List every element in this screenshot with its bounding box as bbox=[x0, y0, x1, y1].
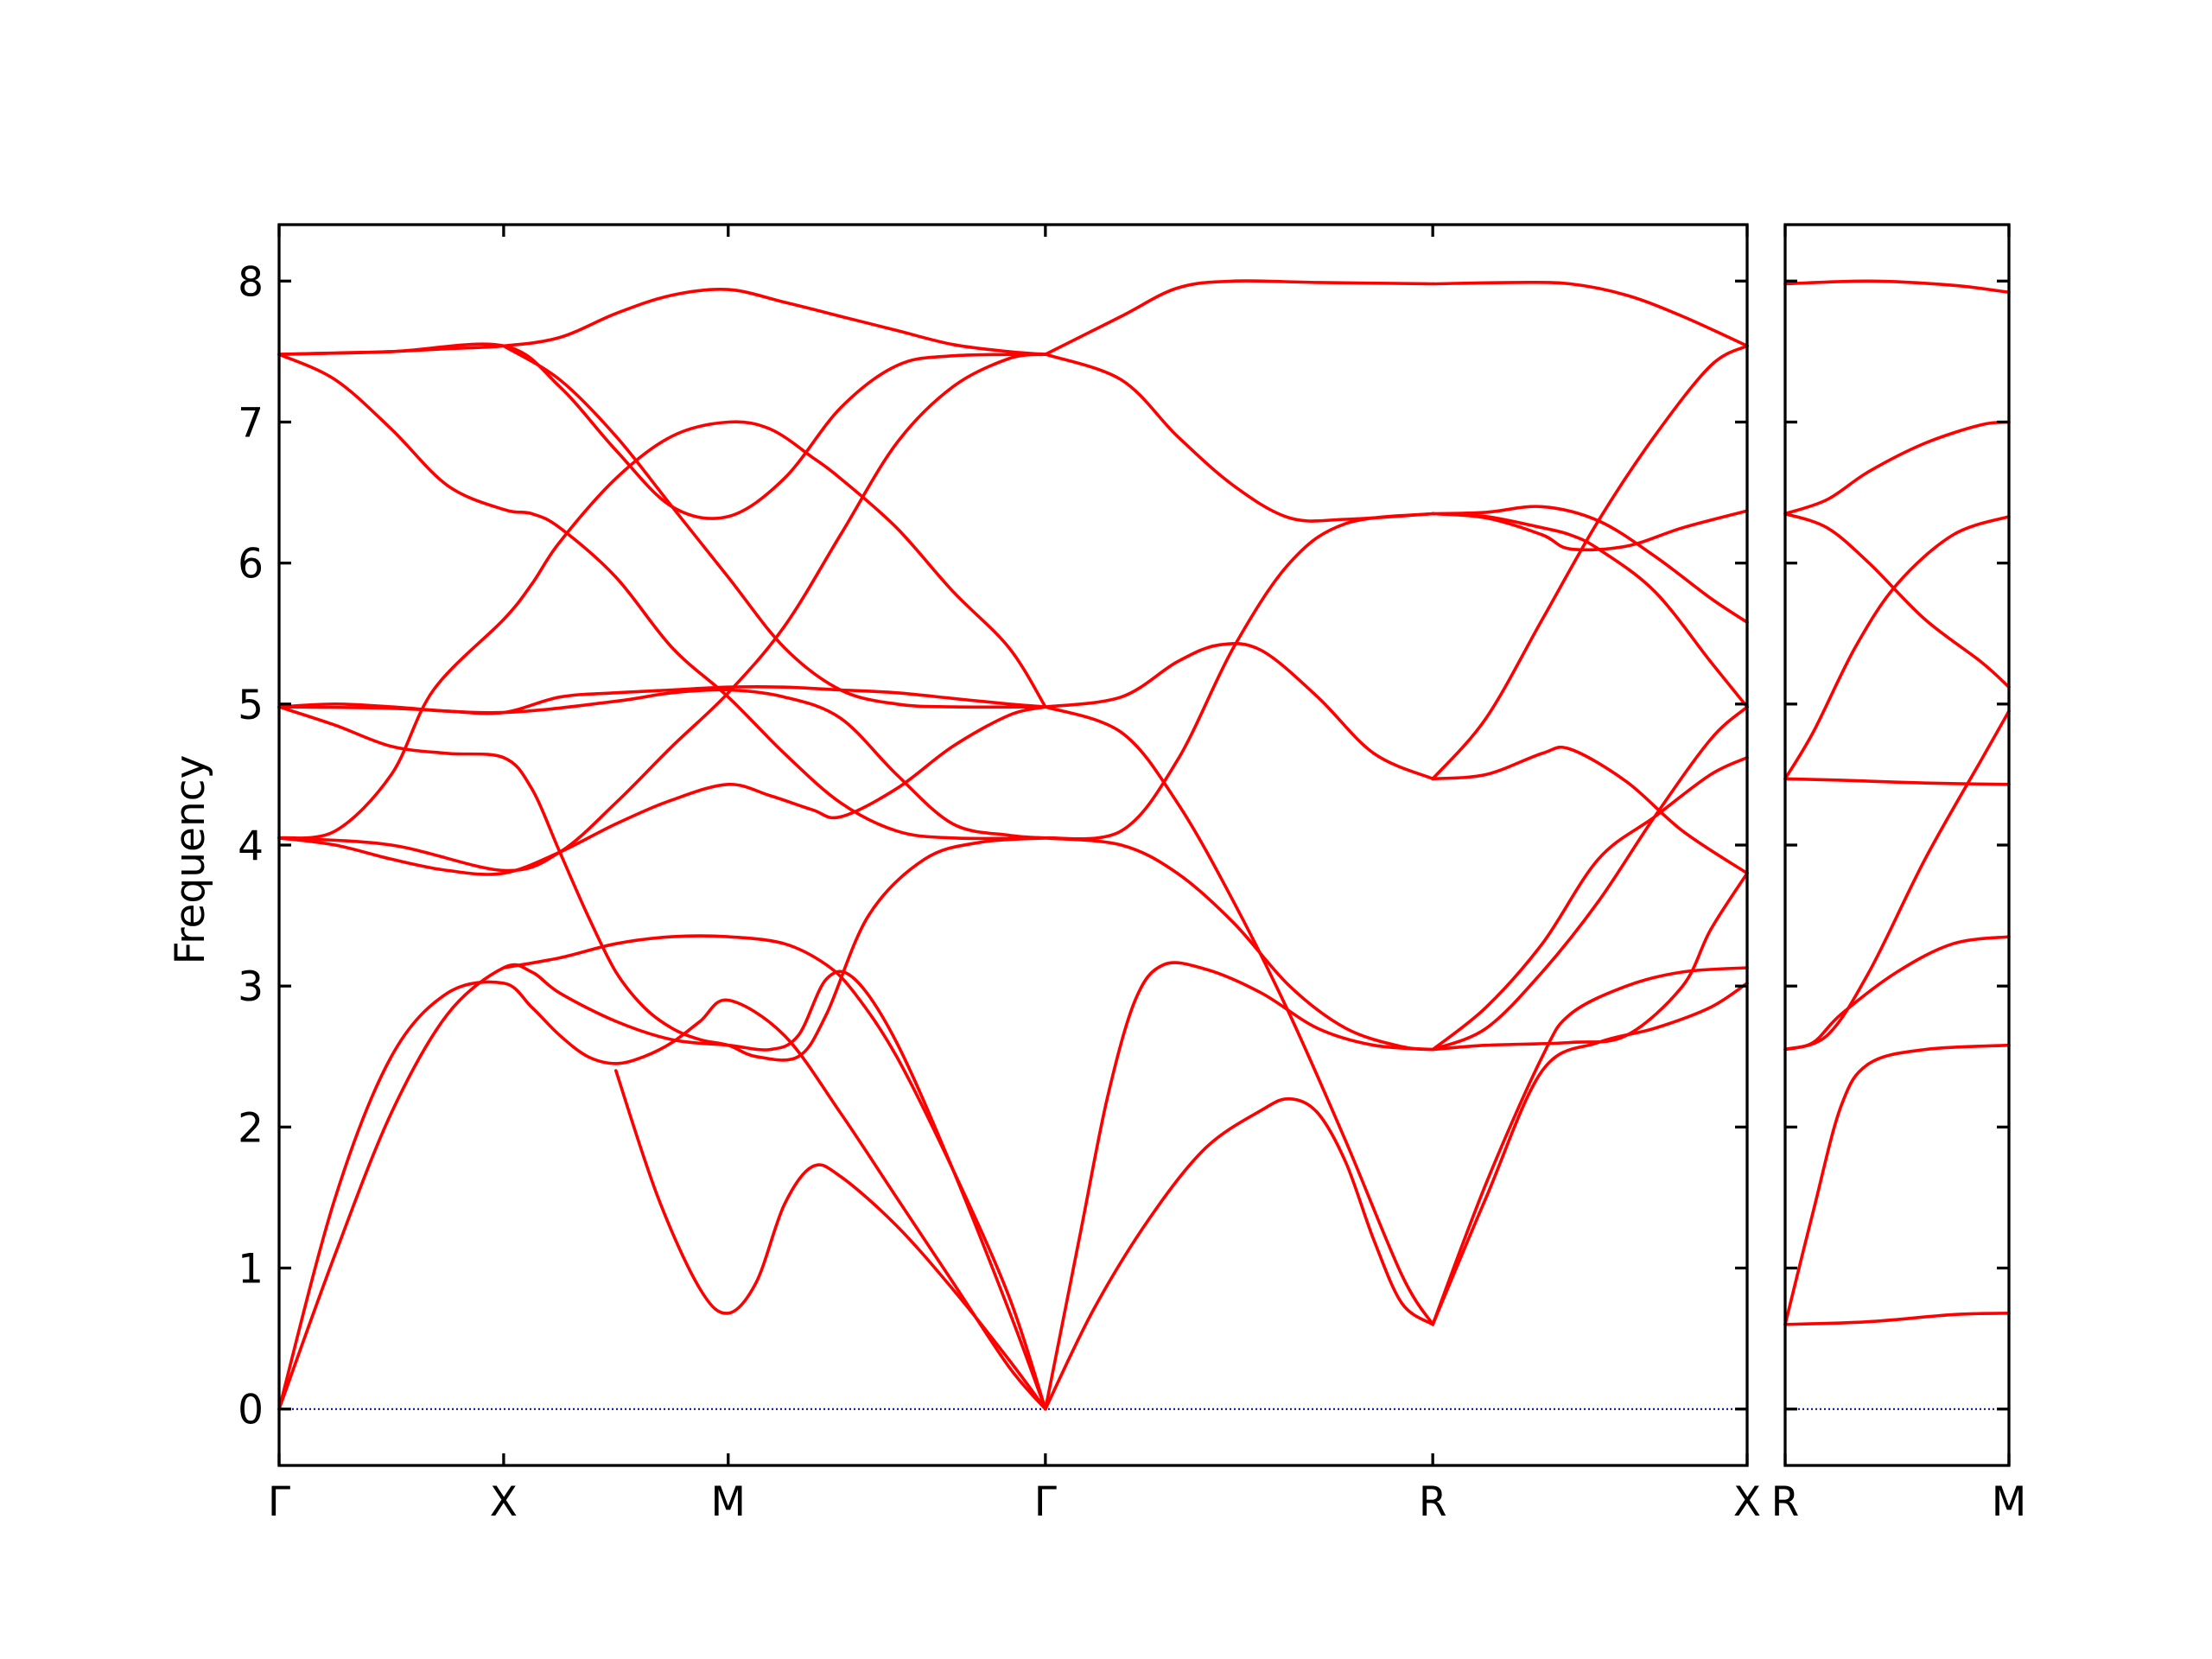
band-line-main-30 bbox=[1431, 505, 1749, 624]
band-line-main-32 bbox=[1431, 280, 1749, 348]
band-line-main-14 bbox=[614, 1069, 1047, 1411]
band-line-main-18 bbox=[1044, 705, 1434, 1326]
band-line-main-2 bbox=[277, 963, 1047, 1411]
band-line-main-1 bbox=[277, 980, 1047, 1411]
band-line-main-27 bbox=[1431, 745, 1749, 875]
plot-frame-right bbox=[1783, 223, 2011, 1467]
x-tick-label: M bbox=[710, 1478, 746, 1526]
band-line-main-12 bbox=[502, 934, 1047, 1411]
plot-frame-main bbox=[277, 223, 1749, 1467]
band-line-main-21 bbox=[1044, 279, 1434, 356]
band-line-main-33 bbox=[1431, 756, 1749, 1052]
band-line-main-15 bbox=[1044, 1096, 1434, 1411]
band-line-right-5 bbox=[1783, 777, 2011, 786]
band-line-main-7 bbox=[277, 288, 1047, 356]
band-line-right-3 bbox=[1783, 935, 2011, 1052]
band-line-right-4 bbox=[1783, 709, 2011, 1052]
x-tick-label: R bbox=[1771, 1478, 1800, 1526]
y-tick-label: 4 bbox=[238, 823, 264, 870]
band-line-right-8 bbox=[1783, 420, 2011, 516]
band-line-main-26 bbox=[1431, 705, 1749, 1052]
band-line-main-23 bbox=[1431, 966, 1749, 1326]
x-tick-label: M bbox=[1992, 1478, 2027, 1526]
x-tick-label: X bbox=[1733, 1478, 1761, 1526]
x-tick-label: X bbox=[490, 1478, 518, 1526]
y-tick-label: 1 bbox=[238, 1246, 264, 1294]
band-line-main-31 bbox=[1431, 509, 1749, 552]
band-line-main-13 bbox=[502, 344, 1047, 709]
band-line-right-9 bbox=[1783, 279, 2011, 295]
band-line-main-20 bbox=[1044, 512, 1434, 841]
band-line-main-3 bbox=[277, 420, 1047, 840]
band-line-main-16 bbox=[1044, 961, 1434, 1411]
y-tick-label: 7 bbox=[238, 399, 264, 447]
band-line-main-8 bbox=[277, 353, 1047, 841]
band-line-main-9 bbox=[277, 342, 1047, 520]
y-tick-label: 3 bbox=[238, 963, 264, 1011]
band-line-main-17 bbox=[1044, 836, 1434, 1052]
band-line-main-11 bbox=[277, 353, 1047, 873]
y-tick-label: 5 bbox=[238, 682, 264, 729]
y-tick-label: 0 bbox=[238, 1387, 264, 1434]
y-axis-label: Frequency bbox=[167, 755, 214, 965]
band-line-main-25 bbox=[1431, 871, 1749, 1052]
band-line-right-1 bbox=[1783, 1312, 2011, 1326]
y-tick-label: 6 bbox=[238, 541, 264, 588]
band-line-main-28 bbox=[1431, 344, 1749, 781]
band-line-main-5 bbox=[277, 705, 1047, 1062]
band-line-right-2 bbox=[1783, 1043, 2011, 1326]
panel-main: 0 1 2 3 4 5 6 7 8 Γ X M Γ R X bbox=[238, 223, 1761, 1526]
y-tick-label: 2 bbox=[238, 1104, 264, 1152]
band-line-right-7 bbox=[1783, 512, 2011, 689]
band-line-main-4 bbox=[277, 705, 1047, 876]
y-tick-label: 8 bbox=[238, 258, 264, 306]
band-line-main-24 bbox=[1431, 982, 1749, 1326]
band-line-main-19 bbox=[1044, 641, 1434, 781]
x-tick-label: Γ bbox=[1034, 1478, 1057, 1526]
band-line-right-6 bbox=[1783, 515, 2011, 781]
x-tick-label: R bbox=[1419, 1478, 1447, 1526]
band-line-main-29 bbox=[1431, 512, 1749, 709]
band-line-main-22 bbox=[1044, 353, 1434, 523]
x-tick-label: Γ bbox=[268, 1478, 290, 1526]
